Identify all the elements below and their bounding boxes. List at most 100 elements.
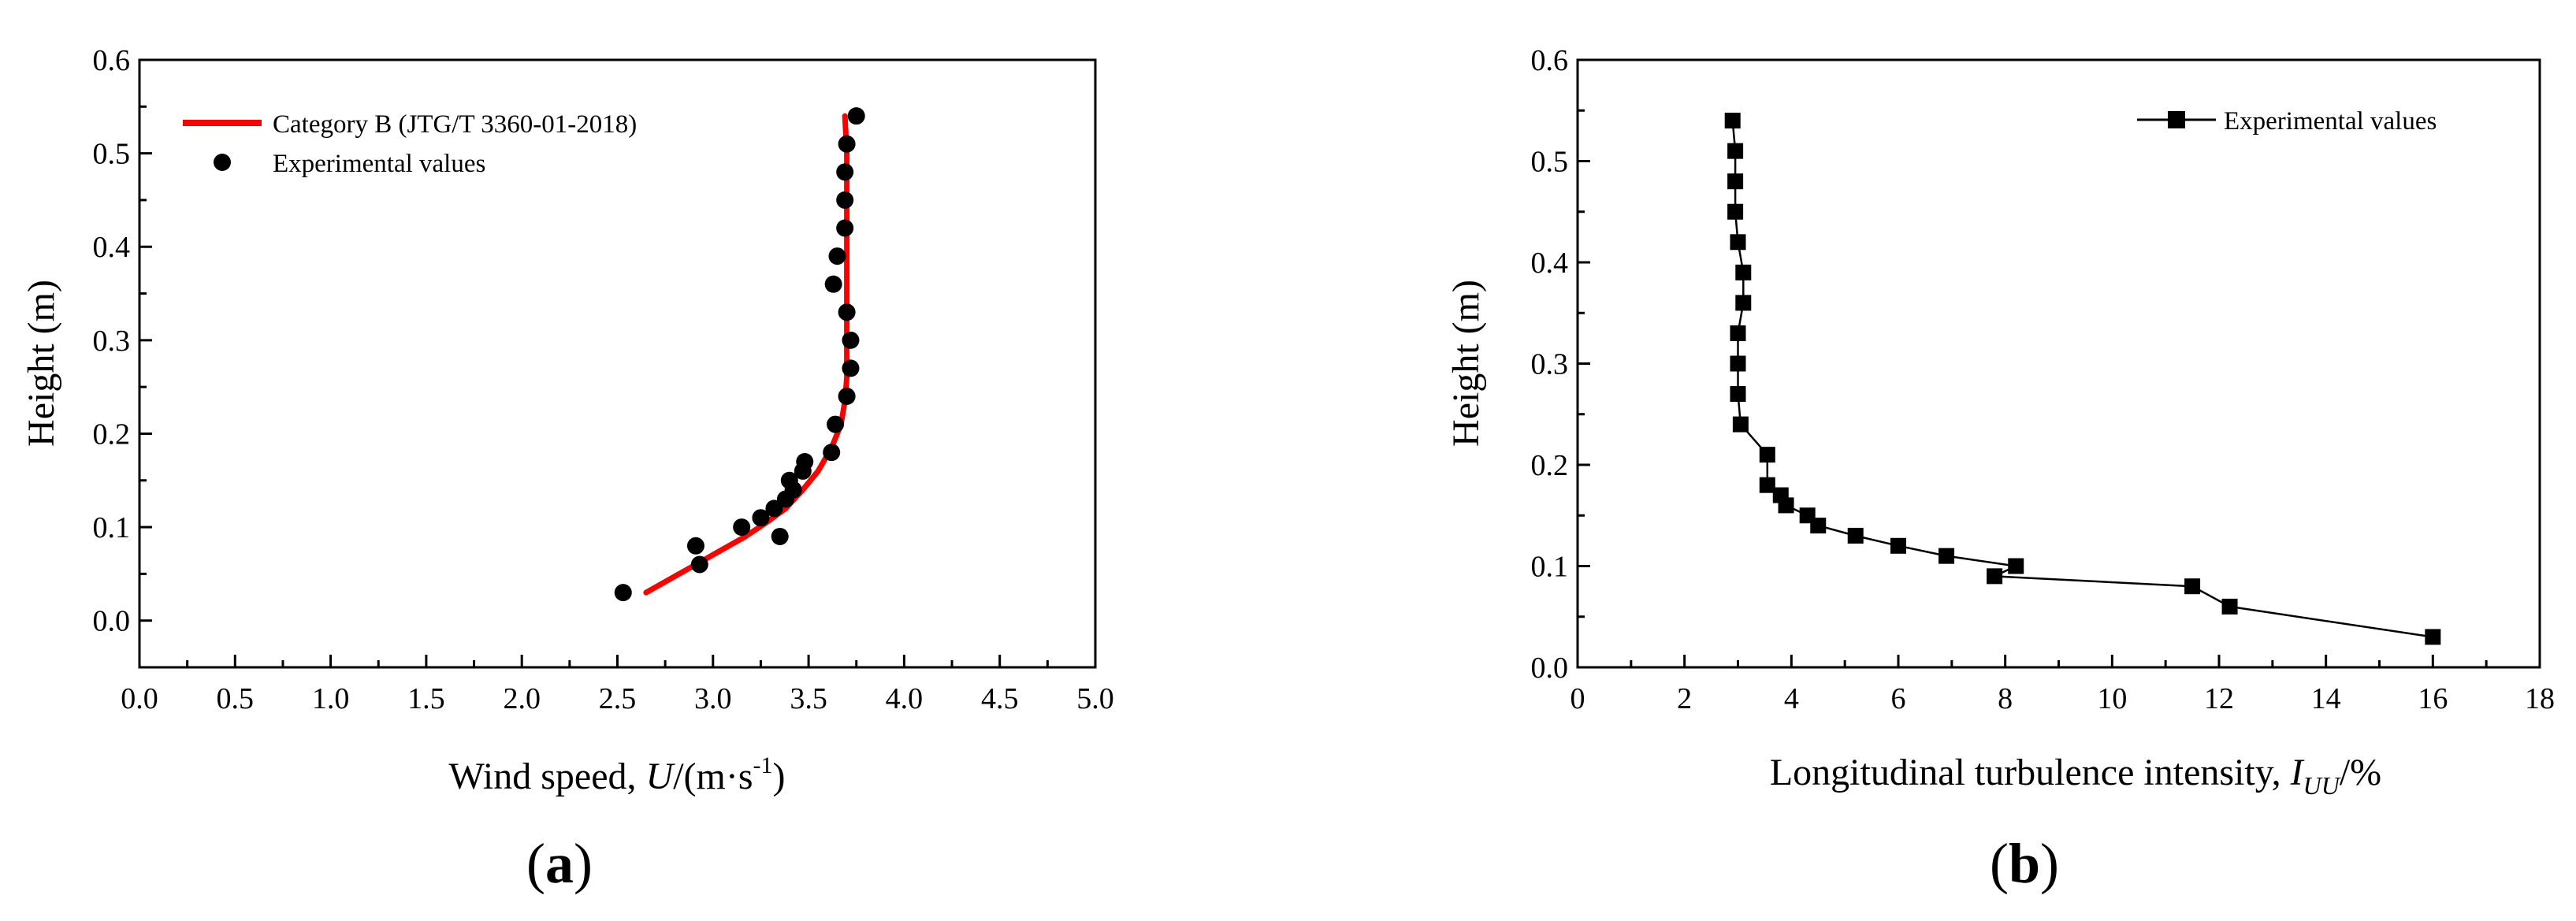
chart-b-data-point: [1730, 355, 1746, 372]
chart-b-x-tick-label: 0: [1571, 682, 1585, 715]
chart-a-legend: Category B (JTG/T 3360-01-2018) Experime…: [183, 110, 637, 178]
chart-b-panel-label-letter: b: [2009, 832, 2040, 895]
chart-a-x-tick-label: 4.5: [981, 682, 1019, 715]
chart-b-y-tick-label: 0.3: [1531, 348, 1569, 381]
chart-b-marks: [1724, 113, 2441, 645]
chart-a-data-point: [842, 359, 860, 377]
chart-b-data-point: [1847, 527, 1864, 544]
chart-b-y-tick-label: 0.4: [1531, 247, 1569, 280]
chart-b-x-tick-label: 4: [1784, 682, 1799, 715]
chart-b-x-tick-label: 12: [2204, 682, 2234, 715]
chart-b-y-tick-label: 0.2: [1531, 449, 1569, 482]
chart-a-y-axis-title: Height (m): [20, 280, 62, 447]
chart-a-y-tick-label: 0.5: [93, 138, 131, 171]
chart-b-plot-frame: [1576, 58, 2541, 669]
chart-b-x-tick-label: 8: [1998, 682, 2013, 715]
chart-a-data-point: [752, 509, 770, 527]
chart-b-x-tick-label: 10: [2097, 682, 2127, 715]
chart-a-x-tick-label: 5.0: [1076, 682, 1114, 715]
chart-a-data-point: [828, 247, 846, 266]
chart-b-data-point: [1727, 143, 1744, 159]
chart-b-legend: Experimental values: [2137, 107, 2437, 136]
chart-a-data-point: [690, 555, 708, 574]
chart-a-data-point: [823, 444, 841, 462]
chart-b-data-point: [2184, 578, 2201, 595]
chart-a-data-point: [686, 537, 704, 555]
chart-b-data-point: [1778, 497, 1794, 514]
chart-a-data-point: [780, 471, 798, 489]
chart-a-y-tick-label: 0.0: [93, 605, 131, 638]
chart-b-y-tick-label: 0.1: [1531, 551, 1569, 584]
chart-b-data-point: [1732, 416, 1749, 433]
chart-b-data-point: [1727, 203, 1744, 220]
chart-b-y-tick-label: 0.0: [1531, 652, 1569, 685]
chart-a-x-tick-label: 0.5: [217, 682, 255, 715]
chart-a-x-tick-label: 3.5: [790, 682, 827, 715]
chart-a: 0.0 0.5 1.0 1.5 2.0 2.5 3.0 3.5 4.0 4.5 5.0 0.0 0.1 0…: [20, 44, 1114, 895]
chart-a-panel-label-open: (: [526, 832, 545, 895]
chart-b-panel-label: (b): [1990, 832, 2059, 895]
chart-b-x-axis-title-text: Longitudinal turbulence intensity,: [1770, 752, 2291, 793]
chart-b-data-point: [1759, 447, 1775, 463]
chart-a-x-tick-label: 2.0: [503, 682, 541, 715]
chart-a-data-point: [838, 135, 856, 153]
chart-b-y-tick-label: 0.5: [1531, 146, 1569, 179]
chart-a-data-point: [838, 303, 856, 321]
chart-b: 0 2 4 6 8 10 12 14 16 18 0.0 0.1 0.2 0.3 0.4 0.5 0.6 Exp…: [1445, 44, 2555, 895]
chart-b-data-point: [1730, 325, 1746, 341]
chart-a-x-axis-title-var: U: [646, 756, 676, 797]
chart-a-marks: [614, 107, 865, 602]
chart-a-y-tick-label: 0.3: [93, 325, 131, 358]
chart-a-data-point: [836, 163, 854, 181]
chart-b-data-point: [2008, 558, 2024, 574]
chart-b-x-tick-label: 2: [1677, 682, 1692, 715]
chart-a-panel-label-letter: a: [545, 832, 574, 895]
chart-a-x-axis-title-unit: /(m·s: [673, 756, 753, 797]
chart-a-data-point: [842, 331, 860, 349]
chart-a-x-tick-label: 1.5: [407, 682, 445, 715]
chart-a-data-point: [827, 415, 845, 433]
chart-b-data-point: [1810, 518, 1827, 534]
chart-b-data-point: [1730, 386, 1746, 403]
chart-b-y-axis-title: Height (m): [1445, 280, 1487, 447]
chart-a-x-axis-title-text: Wind speed,: [449, 756, 646, 797]
chart-b-data-point: [1890, 537, 1906, 554]
chart-b-data-point: [1735, 264, 1752, 280]
chart-a-legend-marker-swatch: [214, 154, 231, 171]
chart-b-x-tick-label: 18: [2525, 682, 2555, 715]
chart-b-data-point: [1759, 477, 1775, 493]
chart-a-x-axis-title: Wind speed, U/(m·s-1): [449, 752, 786, 797]
chart-b-x-tick-label: 6: [1891, 682, 1906, 715]
chart-b-legend-marker-swatch: [2168, 111, 2185, 128]
chart-a-y-tick-label: 0.4: [93, 231, 131, 264]
chart-a-x-tick-label: 1.0: [312, 682, 350, 715]
chart-b-data-point: [1939, 548, 1955, 564]
chart-a-panel-label: (a): [526, 832, 593, 895]
chart-a-x-axis-title-exp: -1: [753, 752, 773, 778]
chart-a-y-tick-label: 0.1: [93, 511, 131, 544]
chart-a-x-tick-label: 4.0: [886, 682, 924, 715]
chart-a-data-point: [847, 107, 865, 125]
chart-b-data-point: [1987, 568, 2003, 585]
chart-a-x-tick-label: 2.5: [599, 682, 637, 715]
chart-a-legend-label-experimental: Experimental values: [273, 150, 485, 178]
chart-b-data-point: [1727, 173, 1744, 190]
chart-b-panel-label-open: (: [1990, 832, 2009, 895]
chart-b-panel-label-close: ): [2040, 832, 2059, 895]
chart-b-data-point: [2425, 629, 2441, 645]
chart-a-data-point: [733, 518, 751, 537]
chart-a-panel-label-close: ): [574, 832, 593, 895]
chart-b-x-tick-label: 16: [2418, 682, 2448, 715]
chart-a-data-point: [836, 219, 854, 237]
chart-a-data-point: [824, 275, 842, 293]
chart-a-legend-label-model: Category B (JTG/T 3360-01-2018): [273, 110, 637, 139]
chart-a-x-tick-label: 0.0: [121, 682, 158, 715]
chart-a-data-point: [771, 527, 789, 545]
chart-b-series-0-line: [1731, 119, 2434, 638]
chart-a-data-point: [765, 499, 783, 518]
chart-a-data-point: [796, 453, 814, 471]
chart-a-y-tick-label: 0.2: [93, 418, 131, 451]
chart-a-y-tick-label: 0.6: [93, 44, 131, 77]
chart-b-x-axis-title-var: I: [2290, 752, 2305, 793]
